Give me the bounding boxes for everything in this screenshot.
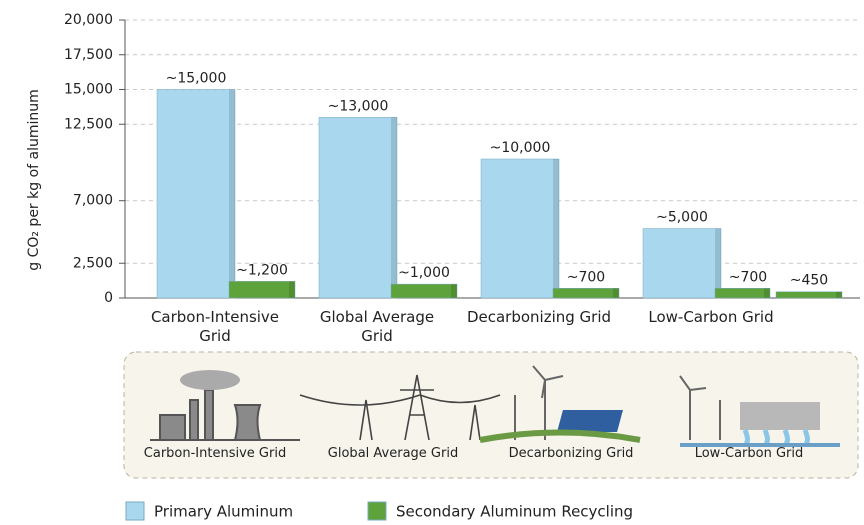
y-tick-label: 2,500 xyxy=(73,255,113,271)
x-tick-label: Carbon-Intensive Grid xyxy=(140,308,290,346)
x-tick-label: Low-Carbon Grid xyxy=(636,308,786,327)
bar xyxy=(643,229,721,299)
bar-side xyxy=(836,292,842,298)
legend-label: Secondary Aluminum Recycling xyxy=(396,503,633,521)
y-axis-label: g CO₂ per kg of aluminum xyxy=(26,89,42,271)
panel-label: Carbon-Intensive Grid xyxy=(135,446,295,462)
y-tick-label: 12,500 xyxy=(64,116,113,132)
bar-side xyxy=(553,159,559,298)
legend-label: Primary Aluminum xyxy=(154,503,293,521)
bar-side xyxy=(391,117,397,298)
value-label: ~5,000 xyxy=(656,210,708,226)
x-tick-label: Global Average Grid xyxy=(302,308,452,346)
value-label: ~700 xyxy=(729,269,767,285)
y-tick-label: 7,000 xyxy=(73,193,113,209)
page: g CO₂ per kg of aluminum 0 2,500 7,000 12,5… xyxy=(0,0,864,525)
value-label: ~15,000 xyxy=(166,71,227,87)
bar xyxy=(715,288,770,298)
legend-swatch xyxy=(126,502,144,520)
y-tick-label: 20,000 xyxy=(64,12,113,28)
panel-label: Global Average Grid xyxy=(313,446,473,462)
bar-side xyxy=(715,229,721,299)
bar-side xyxy=(764,288,770,298)
bar-side xyxy=(613,288,619,298)
y-tick-label: 17,500 xyxy=(64,47,113,63)
panel-label: Decarbonizing Grid xyxy=(491,446,651,462)
panel-label: Low-Carbon Grid xyxy=(669,446,829,462)
bar xyxy=(481,159,559,298)
bar xyxy=(776,292,842,298)
value-label: ~450 xyxy=(790,273,828,289)
legend-swatch xyxy=(368,502,386,520)
bar xyxy=(391,284,457,298)
value-label: ~10,000 xyxy=(490,140,551,156)
bar-side xyxy=(289,281,295,298)
y-tick-label: 0 xyxy=(104,290,113,306)
bar-side xyxy=(451,284,457,298)
value-label: ~13,000 xyxy=(328,98,389,114)
bar xyxy=(157,90,235,299)
value-label: ~700 xyxy=(567,269,605,285)
value-label: ~1,200 xyxy=(236,262,288,278)
bar xyxy=(319,117,397,298)
x-tick-label: Decarbonizing Grid xyxy=(464,308,614,327)
value-label: ~1,000 xyxy=(398,265,450,281)
y-tick-label: 15,000 xyxy=(64,82,113,98)
bar xyxy=(229,281,295,298)
bar xyxy=(553,288,619,298)
bar-side xyxy=(229,90,235,299)
